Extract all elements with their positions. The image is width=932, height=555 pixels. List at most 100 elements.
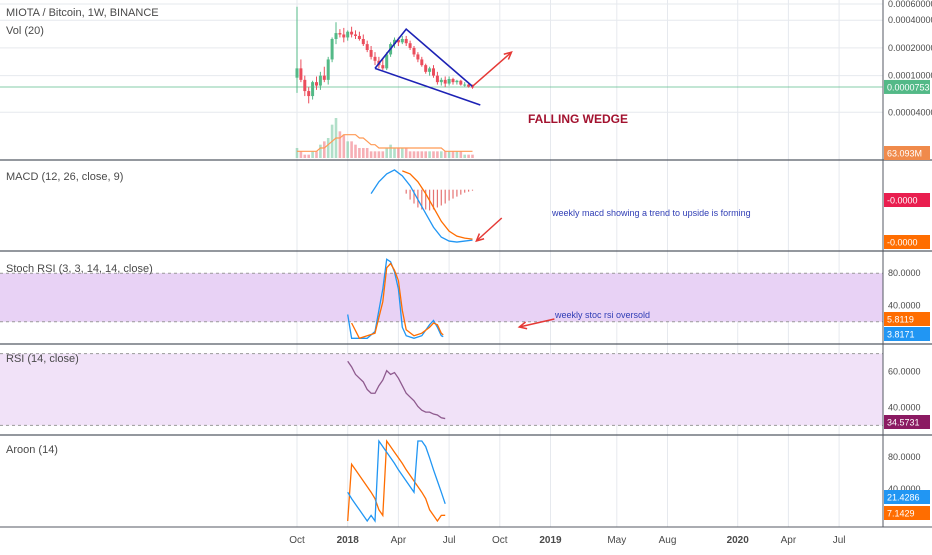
price-axis-tick-label: 0.00060000 [888, 0, 932, 9]
candle-body [385, 54, 389, 69]
annotation-layer [374, 27, 555, 330]
candle-body [467, 84, 471, 87]
rsi-value-badge: 34.5731 [887, 418, 920, 428]
time-axis-label: Oct [289, 535, 305, 546]
macd-pane-title: MACD (12, 26, close, 9) [6, 171, 123, 183]
volume-bar [447, 151, 451, 158]
text-layer: 0.00060000 0.00040000 0.00020000 0.00010000… [289, 0, 932, 546]
candle-body [315, 82, 318, 86]
candle-body [416, 54, 420, 60]
candle-body [447, 78, 451, 84]
last-price-badge-background [884, 79, 930, 94]
macd-annotation-text: weekly macd showing a trend to upside is… [551, 208, 751, 218]
price-axis-tick-label: 0.00010000 [888, 71, 932, 81]
aroon-down-value-badge-background [884, 490, 930, 504]
volume-bar [416, 151, 420, 158]
volume-value-badge-background [884, 146, 930, 160]
stoch-k-value-badge-background [884, 327, 930, 341]
candle-body [435, 75, 439, 83]
macd-value-badge-background [884, 193, 930, 207]
candle-body [443, 79, 447, 84]
candle-body [338, 33, 342, 35]
macd-macd-line [370, 169, 473, 243]
volume-bar [299, 151, 303, 158]
volume-bar [428, 151, 431, 158]
background-layer [0, 0, 932, 528]
volume-bar [471, 154, 474, 158]
candle-body [381, 65, 385, 69]
candle-body [330, 39, 334, 60]
wedge-lower-line [374, 67, 481, 106]
time-axis-label: 2019 [539, 535, 562, 546]
volume-bar [319, 144, 322, 158]
volume-bar [362, 148, 365, 158]
last-price-badge: 0.00007537 [887, 82, 932, 92]
volume-bar [381, 151, 385, 158]
macd-signal-value-badge-background [884, 235, 930, 249]
candle-body [307, 91, 311, 97]
time-axis-label: 2018 [337, 535, 360, 546]
volume-bar [365, 148, 369, 158]
candle-body [369, 49, 373, 57]
volume-bar [295, 148, 299, 158]
volume-bar [401, 148, 404, 158]
time-axis-label: May [607, 535, 626, 546]
volume-bar [463, 154, 466, 158]
main-chart-title: MIOTA / Bitcoin, 1W, BINANCE [6, 7, 159, 19]
candle-body [342, 34, 346, 38]
candle-body [365, 44, 369, 50]
rsi-axis-tick-label: 40.0000 [888, 402, 921, 412]
volume-bar [303, 154, 307, 158]
volume-bar [373, 151, 377, 158]
candle-body [295, 68, 299, 78]
volume-bar [459, 151, 463, 158]
volume-bar [385, 148, 388, 158]
stoch-d-value-badge-background [884, 312, 930, 326]
volume-bar [358, 148, 361, 158]
volume-moving-average-line [297, 134, 473, 152]
volume-bar [451, 151, 455, 158]
candle-body [346, 31, 350, 38]
volume-bar [307, 154, 310, 158]
price-axis-tick-label: 0.00020000 [888, 43, 932, 53]
volume-bar [389, 144, 392, 158]
price-axis-tick-label: 0.00004000 [888, 107, 932, 117]
volume-bar [377, 151, 381, 158]
time-axis-label: Oct [492, 535, 508, 546]
volume-bar [424, 151, 427, 158]
stoch-d-value-badge: 5.8119 [887, 315, 914, 325]
aroon-down-value-badge: 21.4286 [887, 493, 920, 503]
aroon-up-value-badge-background [884, 506, 930, 520]
volume-bar [315, 151, 318, 158]
candle-body [361, 39, 365, 45]
stoch-d-line [351, 262, 444, 340]
candle-body [432, 68, 435, 76]
volume-bar [338, 131, 342, 158]
macd-annotation-arrow-head [475, 233, 485, 243]
candle-body [463, 84, 467, 86]
macd-annotation-arrow [475, 217, 503, 242]
volume-bar [346, 141, 349, 158]
stoch-annotation-arrow-head [517, 321, 528, 330]
time-axis-label: 2020 [727, 535, 750, 546]
candle-body [357, 35, 361, 40]
candle-body [396, 39, 400, 43]
volume-bar [354, 144, 357, 158]
candle-body [303, 79, 307, 92]
stoch-axis-tick-label: 40.0000 [888, 301, 921, 311]
aroon-pane-title: Aroon (14) [6, 444, 58, 456]
stoch-k-line [347, 258, 444, 339]
falling-wedge-label: FALLING WEDGE [528, 112, 628, 126]
aroon-axis-tick-label: 80.0000 [888, 452, 921, 462]
volume-bar [350, 141, 353, 158]
candle-body [451, 78, 455, 83]
candle-body [471, 86, 474, 88]
candle-body [408, 43, 412, 48]
rsi-axis-tick-label: 60.0000 [888, 367, 921, 377]
volume-bar [455, 151, 459, 158]
candle-body [354, 34, 357, 36]
volume-bar [443, 151, 447, 158]
macd-signal-value-badge: -0.0000 [887, 238, 918, 248]
candle-body [393, 39, 396, 45]
